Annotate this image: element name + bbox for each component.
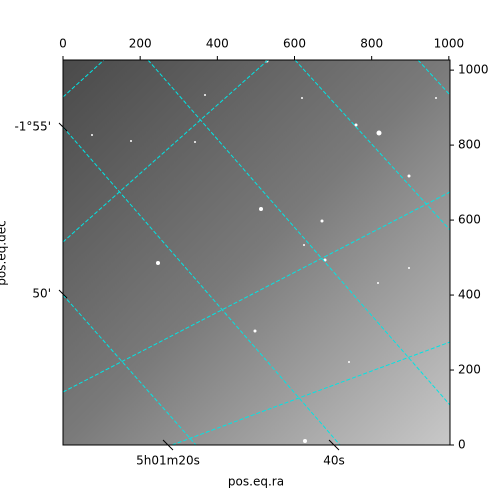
x-tick-label: 400 xyxy=(206,37,229,51)
x-tick-label: 600 xyxy=(283,37,306,51)
x-axis-label: pos.eq.ra xyxy=(228,475,284,489)
y-tick-label: 200 xyxy=(458,363,481,377)
x-tick-label: 1000 xyxy=(434,37,465,51)
ra-tick-label: 5h01m20s xyxy=(136,454,200,468)
dec-tick xyxy=(58,122,68,132)
x-tick-label: 0 xyxy=(59,37,67,51)
y-tick-label: 400 xyxy=(458,288,481,302)
ra-tick xyxy=(162,439,174,451)
dec-tick xyxy=(58,289,68,299)
y-tick-label: 1000 xyxy=(458,63,489,77)
ra-tick xyxy=(328,439,340,451)
y-tick-label: 800 xyxy=(458,138,481,152)
frame xyxy=(62,59,451,446)
x-tick-label: 800 xyxy=(360,37,383,51)
ra-tick-label: 40s xyxy=(323,454,345,468)
y-tick-label: 0 xyxy=(458,438,466,452)
y-tick-label: 600 xyxy=(458,213,481,227)
x-tick-label: 200 xyxy=(129,37,152,51)
dec-tick-label: -1°55' xyxy=(14,120,51,134)
dec-tick-label: 50' xyxy=(32,287,51,301)
wcs-grid xyxy=(62,59,451,446)
y-axis-label: pos.eq.dec xyxy=(0,220,9,285)
sky-image xyxy=(63,60,450,445)
